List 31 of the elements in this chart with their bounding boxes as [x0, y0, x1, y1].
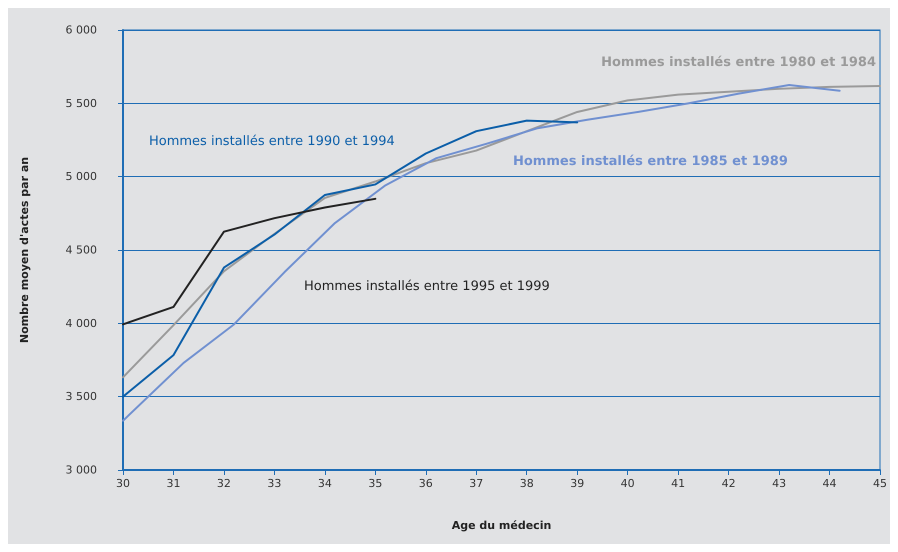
series-label: Hommes installés entre 1980 et 1984: [601, 55, 876, 70]
x-tick-label: 43: [772, 477, 786, 490]
series-label: Hommes installés entre 1990 et 1994: [149, 134, 395, 149]
x-tick-label: 34: [318, 477, 332, 490]
y-tick-label: 5 500: [66, 96, 97, 110]
x-tick-label: 42: [722, 477, 736, 490]
y-tick-label: 5 000: [66, 170, 97, 184]
line-series: [122, 120, 578, 398]
x-tick-label: 44: [822, 477, 837, 490]
text: Hommes installés entre 1995 et 1999: [304, 279, 550, 294]
x-tick-label: 38: [520, 477, 534, 490]
x-axis-title: Age du médecin: [452, 519, 552, 532]
x-tick-label: 39: [570, 477, 584, 490]
x-tick-label: 37: [469, 477, 484, 490]
y-tick-label: 4 500: [66, 244, 97, 256]
x-tick-label: 36: [418, 477, 433, 490]
x-tick-label: 35: [368, 477, 382, 490]
x-tick-label: 30: [116, 477, 130, 490]
x-tick-label: 40: [620, 477, 635, 490]
x-tick-label: 41: [671, 477, 686, 490]
y-tick-label: 4 000: [66, 316, 97, 330]
x-tick-label: 31: [166, 477, 180, 490]
x-tick-label: 45: [873, 477, 887, 490]
x-tick-label: 33: [267, 477, 282, 490]
y-tick-label: 3 500: [66, 390, 97, 404]
x-tick-label: 32: [216, 477, 231, 490]
y-tick-label: 3 000: [66, 464, 97, 476]
series-label: Hommes installés entre 1985 et 1989: [513, 154, 788, 169]
y-tick-label: 6 000: [66, 24, 97, 36]
y-axis-title: Nombre moyen d'actes par an: [18, 156, 31, 344]
line-series: [122, 84, 841, 422]
